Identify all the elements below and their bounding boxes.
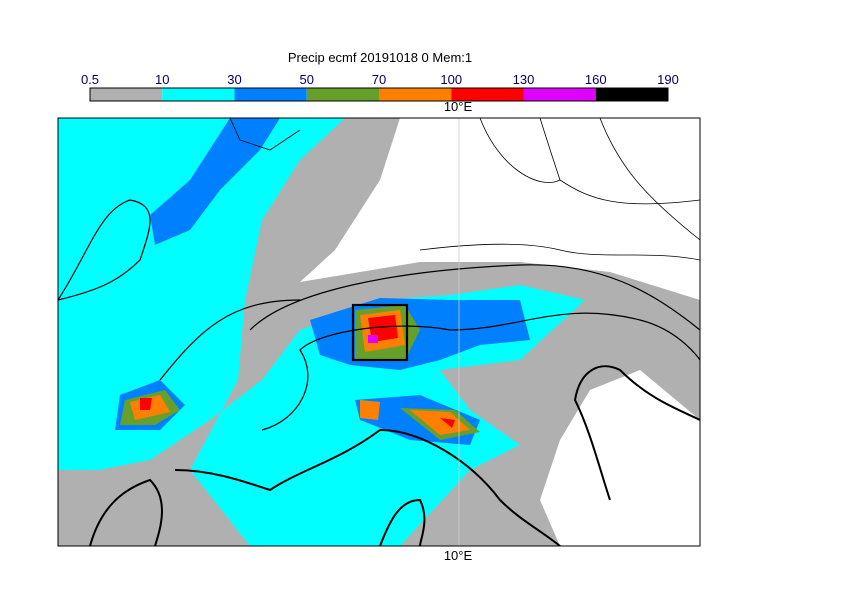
colorbar-tick-label: 130: [513, 72, 535, 87]
colorbar-tick-label: 160: [585, 72, 607, 87]
colorbar-frame: [89, 87, 669, 102]
colorbar-tick-label: 190: [657, 72, 679, 87]
colorbar-tick-label: 100: [440, 72, 462, 87]
colorbar-tick-label: 70: [372, 72, 386, 87]
map-area: [58, 118, 700, 546]
longitude-label: 10°E: [444, 548, 473, 563]
colorbar-tick-label: 30: [227, 72, 241, 87]
colorbar: 0.5 10 30 50 70 100 130 160 190: [81, 72, 679, 102]
colorbar-segment: [523, 88, 596, 101]
colorbar-segment: [90, 88, 163, 101]
colorbar-segment: [162, 88, 235, 101]
colorbar-segment: [306, 88, 379, 101]
colorbar-segment: [234, 88, 307, 101]
map-frame: [57, 117, 701, 547]
colorbar-segment: [379, 88, 452, 101]
colorbar-tick-label: 50: [300, 72, 314, 87]
colorbar-segment: [451, 88, 524, 101]
colorbar-tick-label: 10: [155, 72, 169, 87]
longitude-label: 10°E: [444, 99, 473, 114]
title: Precip ecmf 20191018 0 Mem:1: [288, 50, 472, 65]
colorbar-tick-label: 0.5: [81, 72, 99, 87]
colorbar-segment: [595, 88, 668, 101]
